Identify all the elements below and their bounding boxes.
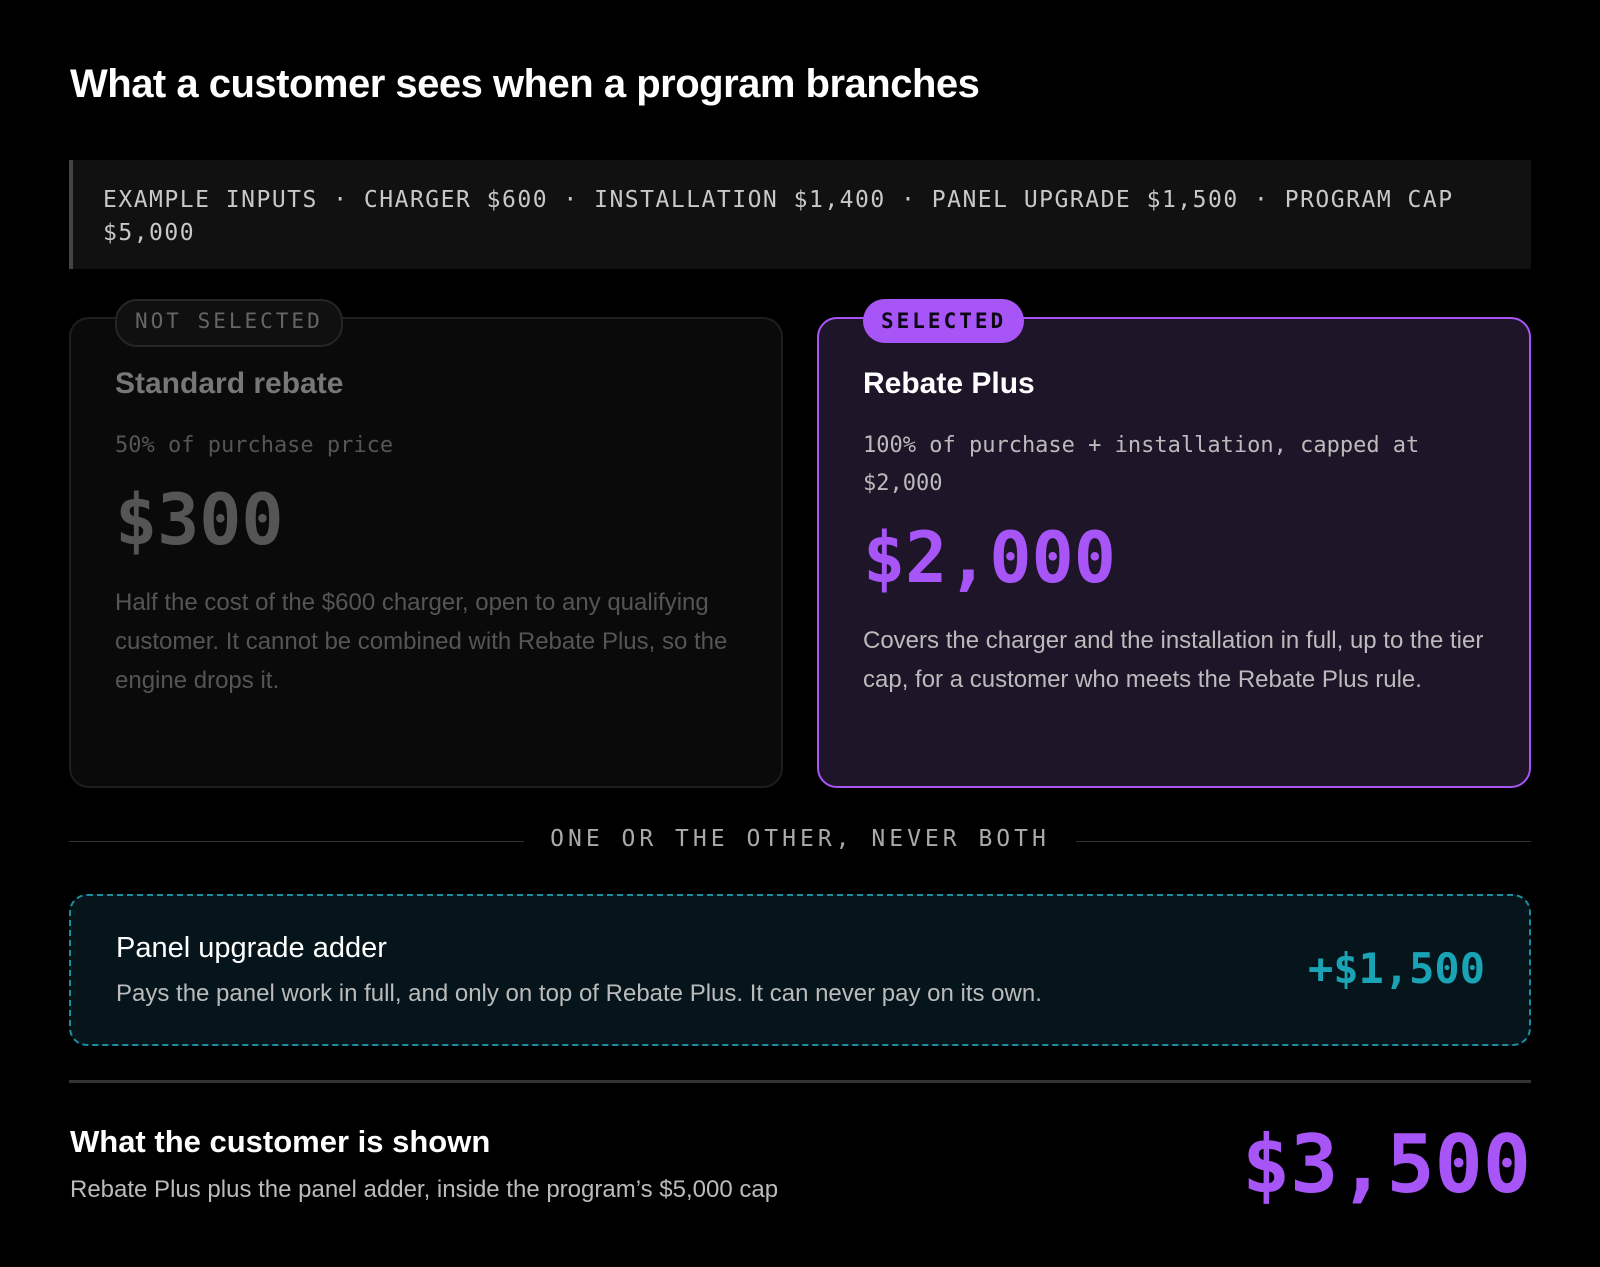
option-description: Half the cost of the $600 charger, open …	[115, 589, 728, 694]
option-name: Standard rebate	[115, 367, 344, 400]
adder-amount: +$1,500	[1307, 944, 1485, 993]
adder-box: Panel upgrade adder Pays the panel work …	[69, 894, 1531, 1046]
option-rule: 100% of purchase + installation, capped …	[863, 433, 1420, 496]
total-amount: $3,500	[1242, 1118, 1531, 1211]
option-description: Covers the charger and the installation …	[863, 627, 1484, 693]
divider: ONE OR THE OTHER, NEVER BOTH	[0, 826, 1600, 852]
option-card: NOT SELECTED Standard rebate 50% of purc…	[69, 299, 783, 788]
option-card: SELECTED Rebate Plus 100% of purchase + …	[817, 299, 1531, 788]
badge: NOT SELECTED	[115, 299, 343, 347]
divider-label: ONE OR THE OTHER, NEVER BOTH	[524, 826, 1076, 852]
title: What a customer sees when a program bran…	[70, 62, 980, 106]
inputs: EXAMPLE INPUTS · CHARGER $600 · INSTALLA…	[69, 160, 1531, 269]
separator	[69, 1080, 1531, 1083]
option-amount: $300	[115, 479, 284, 561]
option-amount: $2,000	[863, 517, 1116, 599]
option-rule: 50% of purchase price	[115, 433, 394, 458]
adder-description: Pays the panel work in full, and only on…	[116, 980, 1042, 1007]
adder-title: Panel upgrade adder	[116, 932, 387, 964]
total-description: Rebate Plus plus the panel adder, inside…	[70, 1176, 779, 1203]
option-name: Rebate Plus	[863, 367, 1035, 400]
badge: SELECTED	[863, 299, 1025, 343]
total-title: What the customer is shown	[70, 1124, 491, 1159]
